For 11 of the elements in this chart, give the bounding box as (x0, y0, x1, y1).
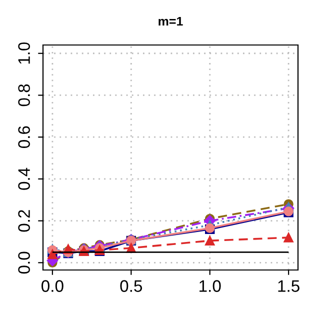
y-tick-label: 0.6 (18, 126, 30, 148)
y-tick-label: 0.2 (18, 210, 30, 232)
x-tick-label: 1.0 (200, 280, 221, 292)
x-tick-label: 1.5 (278, 280, 300, 292)
x-tick-label: 0.0 (42, 280, 64, 292)
y-tick-label: 0.4 (18, 168, 30, 190)
y-tick-label: 0.0 (18, 252, 30, 274)
y-tick-label: 1.0 (18, 42, 30, 64)
chart-title: m=1 (158, 16, 183, 26)
y-tick-label: 0.8 (18, 84, 30, 106)
x-tick-label: 0.5 (120, 280, 142, 292)
